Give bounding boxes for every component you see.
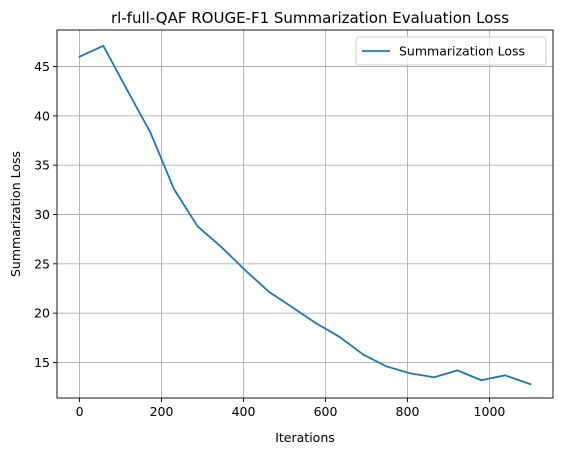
series-layer [78, 44, 532, 386]
x-axis: 0 200 400 600 800 1000 [76, 398, 506, 419]
x-tick-label: 200 [150, 404, 174, 419]
plot-area-frame [56, 29, 554, 399]
y-tick-label: 30 [34, 207, 50, 222]
y-tick-label: 35 [34, 158, 50, 173]
legend-label: Summarization Loss [399, 44, 525, 59]
chart-title: rl-full-QAF ROUGE-F1 Summarization Evalu… [111, 9, 509, 27]
series-line-summarization-loss [78, 44, 532, 386]
y-tick-label: 20 [34, 306, 50, 321]
grid-lines [57, 30, 553, 398]
x-axis-label: Iterations [275, 430, 335, 445]
x-tick-label: 800 [396, 404, 420, 419]
legend-box [355, 36, 547, 66]
x-tick-label: 1000 [474, 404, 506, 419]
y-tick-label: 45 [34, 59, 50, 74]
x-tick-label: 600 [314, 404, 338, 419]
y-tick-label: 40 [34, 108, 50, 123]
legend: Summarization Loss [355, 36, 547, 66]
y-axis-label: Summarization Loss [8, 151, 23, 277]
x-tick-label: 0 [76, 404, 84, 419]
y-axis: 15 20 25 30 35 40 45 [34, 59, 57, 370]
y-tick-label: 15 [34, 355, 50, 370]
y-tick-label: 25 [34, 256, 50, 271]
x-tick-label: 400 [232, 404, 256, 419]
